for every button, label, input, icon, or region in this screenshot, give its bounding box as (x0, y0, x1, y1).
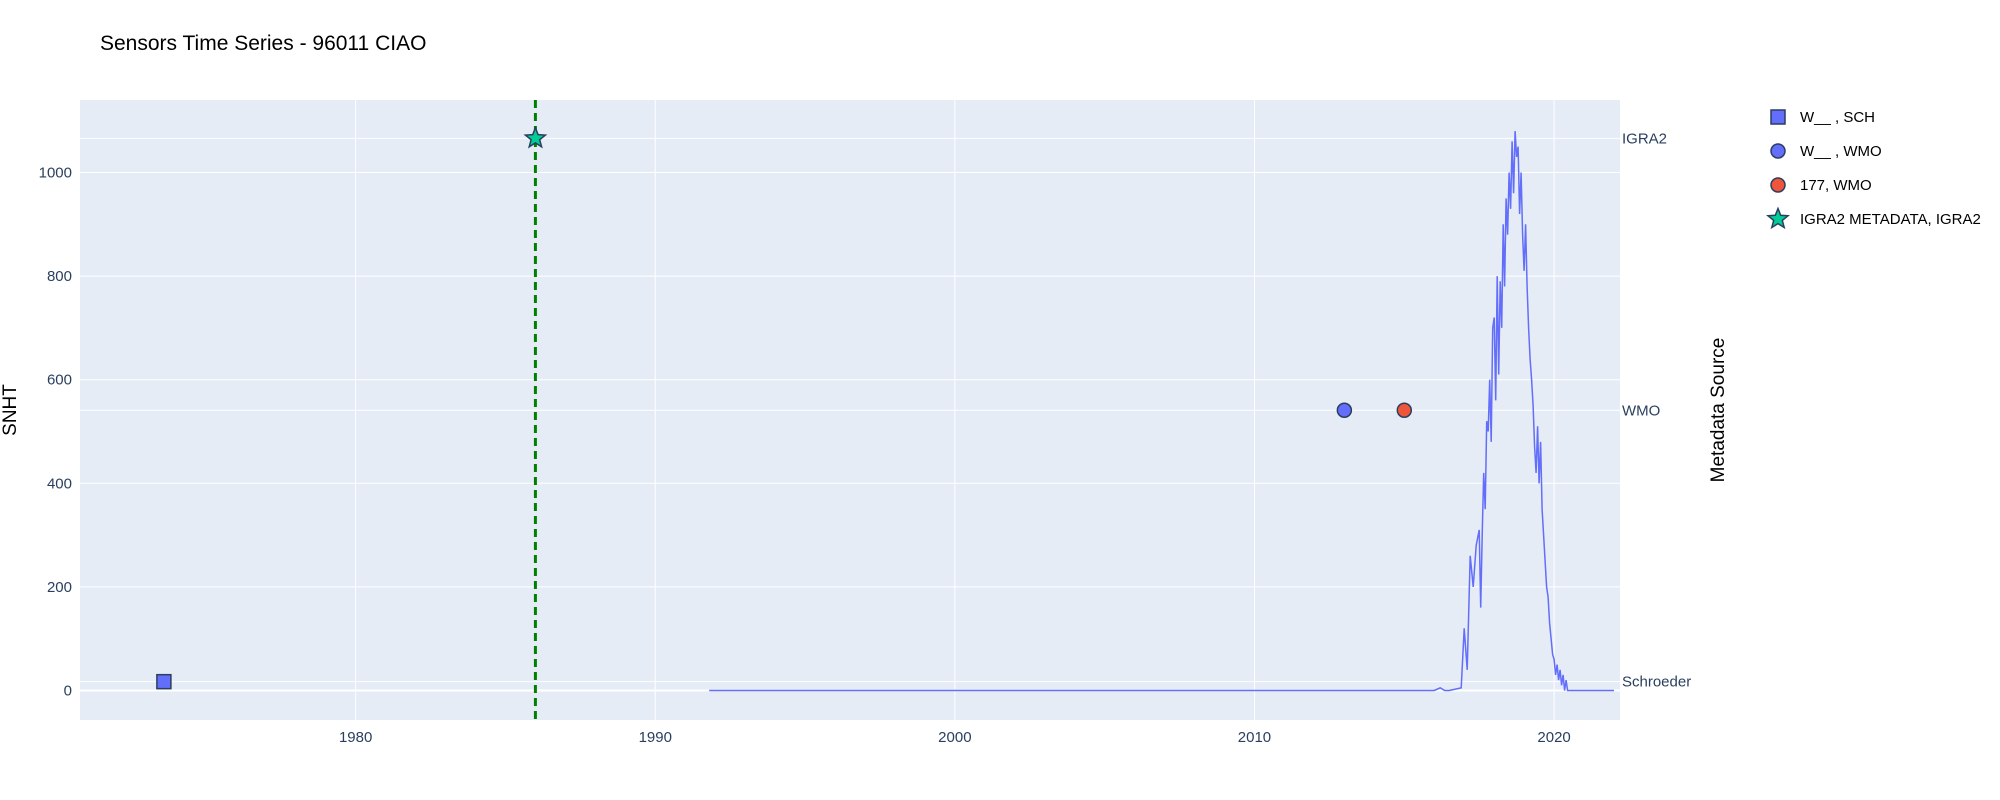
legend-item-label: W__ , SCH (1800, 109, 1875, 126)
y-tick-label: 600 (47, 372, 72, 389)
y-tick-label: 1000 (39, 165, 72, 182)
x-tick-label: 1990 (639, 729, 672, 746)
legend-symbol-square (1770, 109, 1786, 125)
y-axis-title: SNHT (0, 384, 21, 436)
metadata-marker-circle (1396, 402, 1413, 419)
legend-item-label: 177, WMO (1800, 177, 1872, 194)
y-tick-label: 400 (47, 475, 72, 492)
x-tick-label: 2010 (1238, 729, 1271, 746)
legend-symbol-circle (1770, 177, 1786, 193)
x-tick-label: 1980 (339, 729, 372, 746)
x-tick-label: 2020 (1537, 729, 1570, 746)
y2-axis-title: Metadata Source (1708, 338, 1729, 483)
snht-series-line (709, 131, 1614, 692)
x-tick-label: 2000 (938, 729, 971, 746)
y2-tick-label: IGRA2 (1622, 130, 1667, 147)
chart-title: Sensors Time Series - 96011 CIAO (100, 32, 426, 55)
y-tick-label: 200 (47, 579, 72, 596)
metadata-marker-square (156, 673, 172, 690)
x-axis-ticks: 1980 1990 2000 2010 2020 (339, 729, 1571, 746)
y2-tick-label: WMO (1622, 402, 1660, 419)
legend-symbol-circle (1770, 143, 1786, 159)
legend: W__ , SCH W__ , WMO 177, WMO IGRA2 METADATA… (1766, 109, 1981, 230)
metadata-marker-star (523, 125, 548, 149)
y-tick-label: 0 (64, 682, 72, 699)
metadata-marker-circle (1336, 402, 1353, 419)
y-axis-ticks: 0 200 400 600 800 1000 (39, 165, 72, 700)
legend-symbol-star (1766, 206, 1790, 230)
metadata-source-axis-ticks: Schroeder WMO IGRA2 (1622, 130, 1691, 690)
legend-item-label: W__ , WMO (1800, 143, 1882, 160)
metadata-markers (156, 125, 1413, 690)
y-tick-label: 800 (47, 268, 72, 285)
legend-item-label: IGRA2 METADATA, IGRA2 (1800, 211, 1981, 228)
y2-tick-label: Schroeder (1622, 674, 1691, 691)
